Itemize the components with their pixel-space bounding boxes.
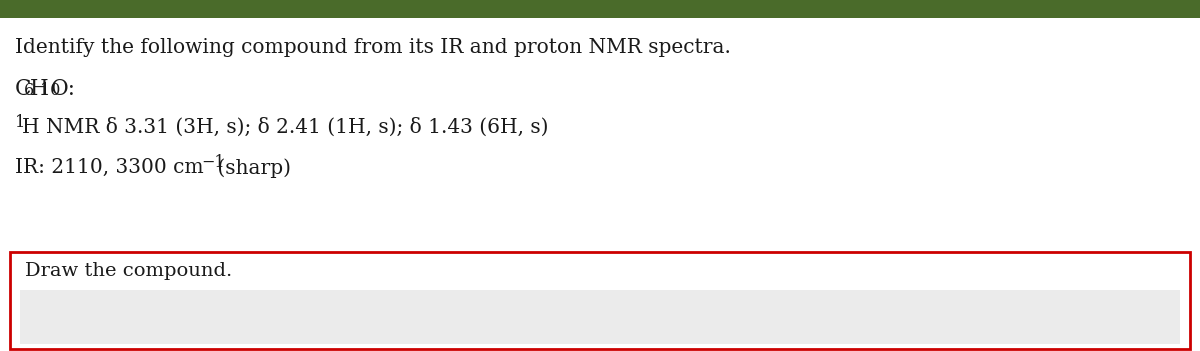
Bar: [0, 0, 1200, 18]
Text: Identify the following compound from its IR and proton NMR spectra.: Identify the following compound from its…: [14, 38, 731, 57]
Text: O:: O:: [50, 78, 76, 100]
Text: IR: 2110, 3300 cm: IR: 2110, 3300 cm: [14, 158, 204, 177]
Bar: [20, 290, 1180, 344]
Text: 6: 6: [24, 82, 35, 99]
Text: H: H: [30, 78, 49, 100]
Text: Draw the compound.: Draw the compound.: [25, 262, 233, 280]
Text: C: C: [14, 78, 31, 100]
Text: −1: −1: [202, 154, 224, 171]
Text: (sharp): (sharp): [211, 158, 292, 178]
Text: 10: 10: [40, 82, 60, 99]
Text: 1: 1: [14, 114, 25, 131]
Bar: [10, 252, 1190, 349]
Text: H NMR δ 3.31 (3H, s); δ 2.41 (1H, s); δ 1.43 (6H, s): H NMR δ 3.31 (3H, s); δ 2.41 (1H, s); δ …: [22, 118, 548, 137]
